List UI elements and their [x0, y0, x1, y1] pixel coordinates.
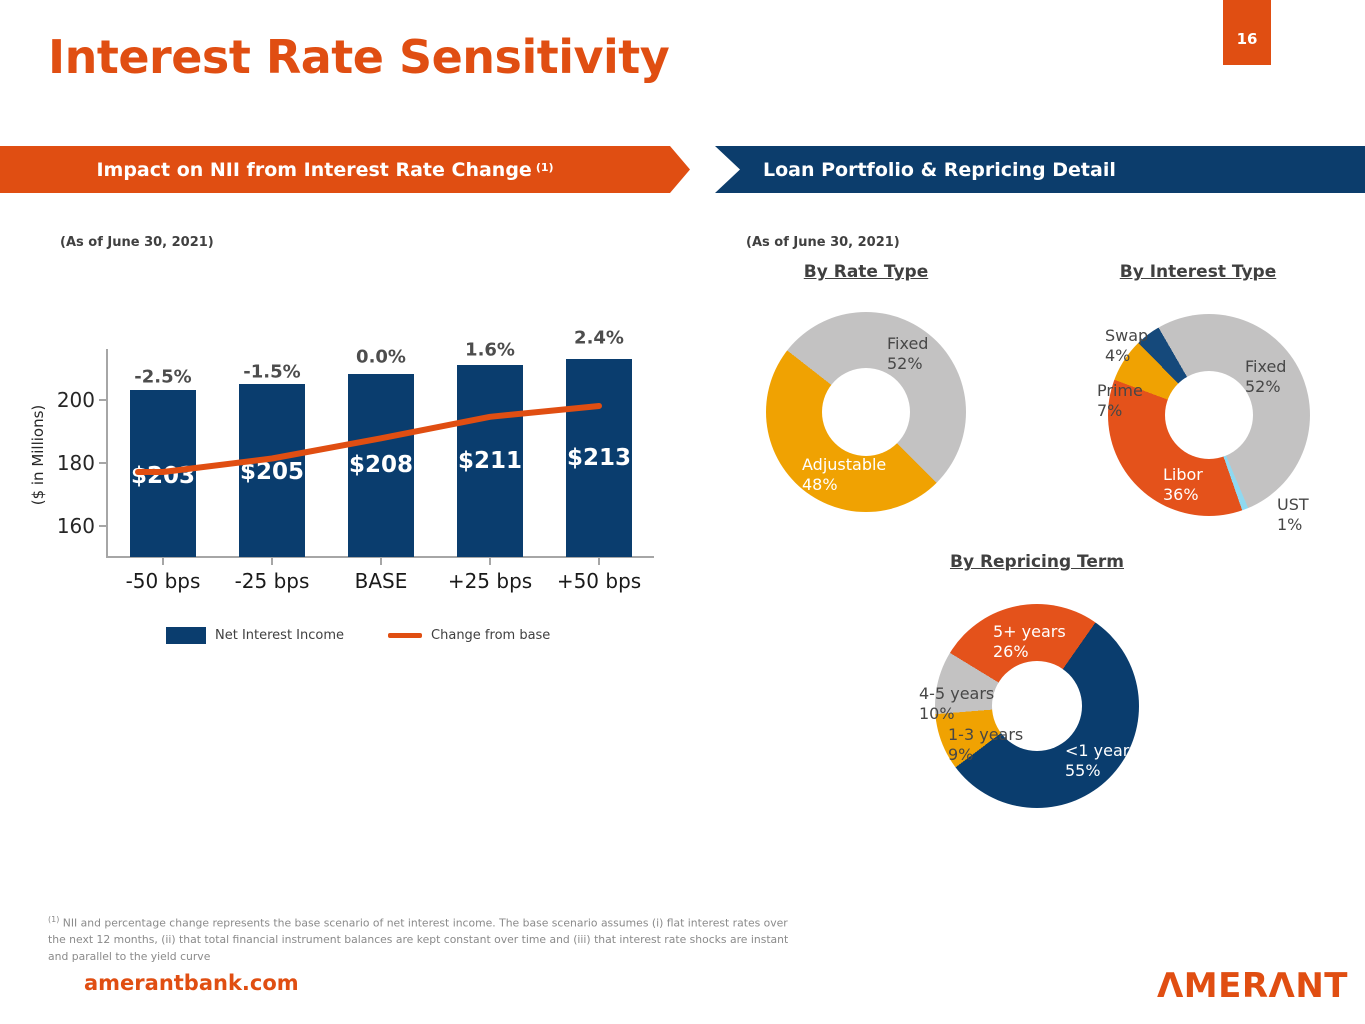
bar-chart-legend: Net Interest Income Change from base	[166, 624, 550, 646]
y-tick-mark	[99, 524, 107, 527]
bar-value-label: $213	[566, 445, 632, 471]
bar-percent-label: 0.0%	[356, 346, 406, 368]
y-tick-label: 200	[56, 387, 95, 412]
slice-label-1-3-years: 1-3 years 9%	[948, 725, 1024, 764]
bar-percent-label: 2.4%	[574, 327, 624, 349]
slice-label-fixed-rate-type: Fixed 52%	[887, 334, 929, 373]
heading-by-interest-type: By Interest Type	[1119, 262, 1277, 282]
change-from-base-swatch	[388, 632, 423, 638]
x-category-label: +50 bps	[556, 569, 642, 593]
page-title: Interest Rate Sensitivity	[48, 30, 670, 84]
bar-percent-label: -2.5%	[134, 366, 192, 388]
bar-percent-label: 1.6%	[465, 339, 515, 361]
as-of-date-left: (As of June 30, 2021)	[60, 235, 214, 250]
page-number-badge: 16	[1223, 0, 1271, 65]
slice-label-ust: UST 1%	[1277, 495, 1309, 534]
x-category-label: -50 bps	[125, 569, 201, 593]
footnote: (1) NII and percentage change represents…	[48, 914, 796, 966]
footnote-text: NII and percentage change represents the…	[48, 916, 789, 964]
y-tick-label: 160	[56, 513, 95, 538]
slice-label-4-5-years: 4-5 years 10%	[919, 684, 995, 723]
bar-percent-label: -1.5%	[243, 361, 301, 383]
banner-loan-label: Loan Portfolio & Repricing Detail	[763, 158, 1116, 181]
slice-label-libor: Libor 36%	[1163, 465, 1203, 504]
donut-by-rate-type	[766, 312, 966, 512]
x-axis-line	[106, 556, 654, 558]
slice-label-swap: Swap 4%	[1105, 326, 1149, 365]
slice-label-prime: Prime 7%	[1097, 381, 1143, 420]
banner-impact-label: Impact on NII from Interest Rate Change	[96, 158, 532, 181]
bar-value-label: $203	[130, 463, 196, 489]
amerant-logo: ΛMERΛNT	[1156, 966, 1348, 1006]
bar-value-label: $205	[239, 459, 305, 485]
donut-by-repricing-term	[935, 604, 1139, 808]
bar-value-label: $211	[457, 448, 523, 474]
x-tick-mark	[489, 558, 491, 565]
slice-label-adjustable: Adjustable 48%	[802, 455, 887, 494]
net-interest-income-swatch	[166, 626, 206, 644]
slice-label-5plus-years: 5+ years 26%	[993, 622, 1066, 661]
x-category-label: -25 bps	[234, 569, 310, 593]
x-tick-mark	[598, 558, 600, 565]
y-tick-mark	[99, 398, 107, 401]
heading-by-rate-type: By Rate Type	[803, 262, 929, 282]
legend-label-change: Change from base	[431, 627, 551, 643]
x-tick-mark	[380, 558, 382, 565]
bar-value-label: $208	[348, 452, 414, 478]
x-category-label: BASE	[354, 569, 408, 593]
x-category-label: +25 bps	[447, 569, 533, 593]
legend-label-nii: Net Interest Income	[215, 627, 345, 643]
as-of-date-right: (As of June 30, 2021)	[746, 235, 900, 250]
y-axis-line	[106, 349, 108, 558]
y-tick-mark	[99, 461, 107, 464]
banner-impact-on-nii: Impact on NII from Interest Rate Change …	[0, 146, 690, 193]
page-number: 16	[1236, 29, 1258, 48]
slice-label-under-1-year: <1 year 55%	[1065, 741, 1130, 780]
footnote-ref: (1)	[48, 915, 60, 924]
website-link[interactable]: amerantbank.com	[84, 971, 299, 995]
x-tick-mark	[271, 558, 273, 565]
heading-by-repricing-term: By Repricing Term	[949, 552, 1125, 572]
x-tick-mark	[162, 558, 164, 565]
y-axis-title: ($ in Millions)	[29, 404, 47, 506]
y-tick-label: 180	[56, 450, 95, 475]
banner-footnote-ref: (1)	[535, 161, 554, 174]
slice-label-fixed-interest-type: Fixed 52%	[1245, 357, 1287, 396]
banner-loan-portfolio: Loan Portfolio & Repricing Detail	[715, 146, 1365, 193]
donut-by-interest-type	[1108, 314, 1310, 516]
